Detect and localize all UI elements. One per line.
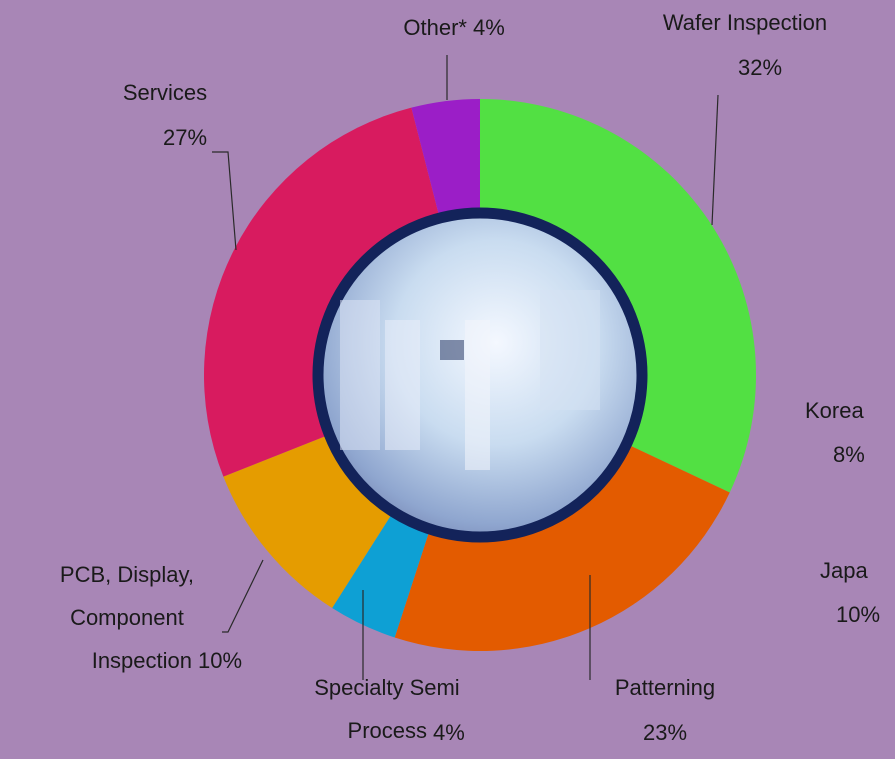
slice <box>204 107 441 477</box>
extra-label: Korea <box>805 398 864 423</box>
category-label: PCB, Display, Component Inspection <box>60 562 200 673</box>
value-label: 27% <box>163 125 207 150</box>
value-label: 4% <box>433 720 465 745</box>
category-label: Wafer Inspection <box>663 10 827 35</box>
center-decoration <box>340 290 600 470</box>
value-label: 4% <box>473 15 505 40</box>
labels: Wafer Inspection 32% Patterning 23% Specialt… <box>60 10 827 745</box>
category-label: Patterning <box>615 675 715 700</box>
leader-line <box>212 151 237 251</box>
category-label: Specialty Semi Process <box>314 675 466 743</box>
slice <box>411 99 480 222</box>
extra-label: Japa <box>820 558 868 583</box>
category-label: Other* <box>403 15 467 40</box>
category-label: Services <box>123 80 207 105</box>
slice <box>332 508 432 638</box>
leader-line <box>711 94 719 226</box>
extra-label: 10% <box>836 602 880 627</box>
leader-line <box>222 559 264 633</box>
value-label: 23% <box>643 720 687 745</box>
value-label: 32% <box>738 55 782 80</box>
value-label: 10% <box>198 648 242 673</box>
extra-label: 8% <box>833 442 865 467</box>
slice <box>394 442 730 651</box>
